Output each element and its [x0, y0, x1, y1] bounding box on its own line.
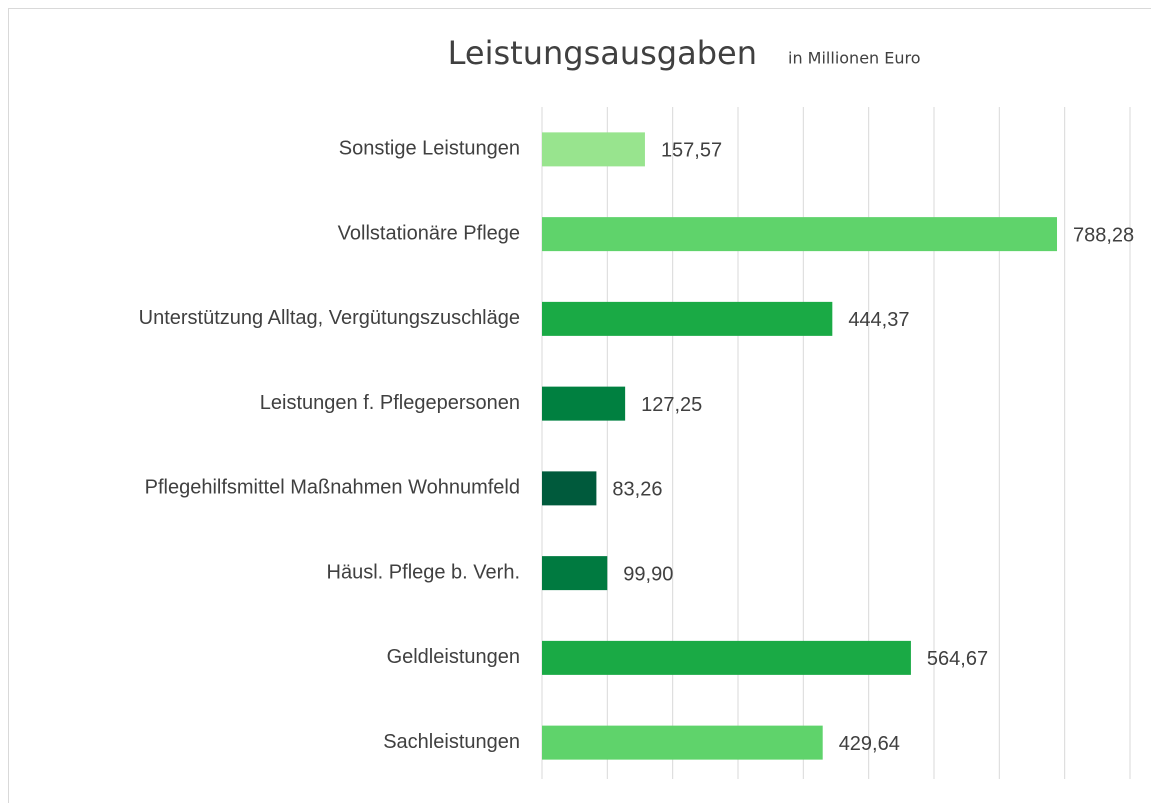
bar: [542, 640, 911, 675]
y-tick-label: Sachleistungen: [383, 731, 520, 753]
data-label: 127,25: [641, 394, 702, 416]
y-tick-label: Sonstige Leistungen: [339, 138, 520, 160]
data-label: 429,64: [839, 733, 900, 755]
bar: [542, 386, 626, 421]
bar: [542, 725, 823, 760]
data-label: 157,57: [661, 140, 722, 162]
y-tick-label: Häusl. Pflege b. Verh.: [327, 561, 520, 583]
y-tick-label: Leistungen f. Pflegepersonen: [260, 392, 520, 414]
bar: [542, 217, 1058, 252]
y-tick-label: Unterstützung Alltag, Vergütungszuschläg…: [139, 307, 520, 329]
data-label: 99,90: [623, 563, 673, 585]
y-tick-label: Pflegehilfsmittel Maßnahmen Wohnumfeld: [145, 477, 520, 499]
bar: [542, 471, 597, 506]
bar: [542, 556, 608, 591]
data-label: 83,26: [612, 479, 662, 501]
y-tick-label: Vollstationäre Pflege: [338, 222, 520, 244]
chart-frame: [8, 8, 1151, 803]
chart-title: Leistungsausgaben: [448, 34, 757, 72]
data-label: 564,67: [927, 648, 988, 670]
data-label: 444,37: [848, 309, 909, 331]
bar: [542, 301, 833, 336]
bar: [542, 132, 645, 167]
chart-subtitle: in Millionen Euro: [788, 49, 921, 68]
data-label: 788,28: [1073, 224, 1134, 246]
y-tick-label: Geldleistungen: [387, 646, 520, 668]
